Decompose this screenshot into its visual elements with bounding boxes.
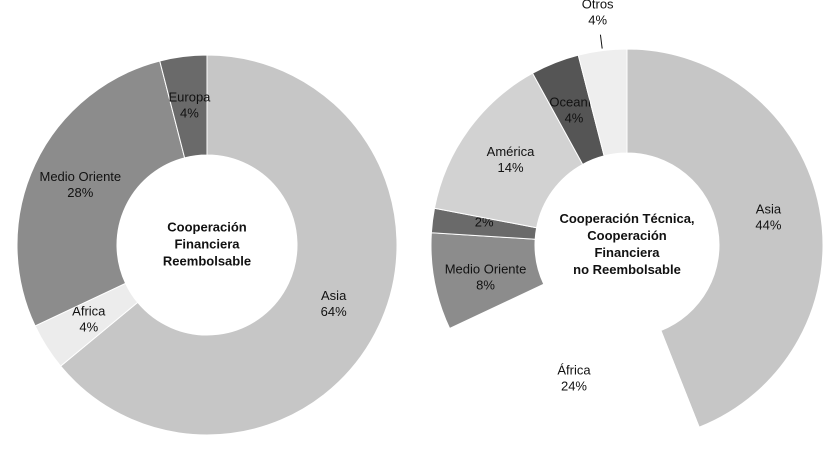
slice-value: 8% [476, 277, 495, 292]
slice [448, 283, 700, 442]
center-text: Financiera [594, 245, 660, 260]
slice-value: 14% [497, 160, 523, 175]
slice-value: 24% [561, 378, 587, 393]
slice-label: Europa [168, 90, 211, 105]
slice-label: África [557, 362, 591, 377]
slice-label: Otros [582, 0, 614, 11]
slice-label: Asia [756, 201, 782, 216]
center-text: no Reembolsable [573, 262, 681, 277]
slice-label: Medio Oriente [39, 169, 121, 184]
slice [577, 48, 628, 157]
slice-value: 64% [321, 304, 347, 319]
center-text: Cooperación [167, 219, 247, 234]
slice [16, 60, 186, 327]
slice [626, 48, 824, 428]
leader-line [599, 34, 603, 49]
slice-value: 4% [180, 106, 199, 121]
slice-label: Asia [321, 288, 347, 303]
slice-value: 4% [565, 111, 584, 126]
center-text: Cooperación Técnica, [559, 211, 694, 226]
slice-value: 44% [755, 217, 781, 232]
slice-value: 28% [67, 185, 93, 200]
slice [59, 54, 398, 436]
slice-label: Oceanía [549, 95, 599, 110]
center-text: Financiera [174, 236, 240, 251]
slice-label: América [487, 144, 535, 159]
slice [159, 54, 208, 159]
slice-label: Medio Oriente [445, 261, 527, 276]
slice-value: 4% [588, 12, 607, 27]
slice-label: África [72, 303, 106, 318]
slice-value: 4% [79, 319, 98, 334]
center-text: Reembolsable [163, 253, 251, 268]
center-text: Cooperación [587, 228, 667, 243]
